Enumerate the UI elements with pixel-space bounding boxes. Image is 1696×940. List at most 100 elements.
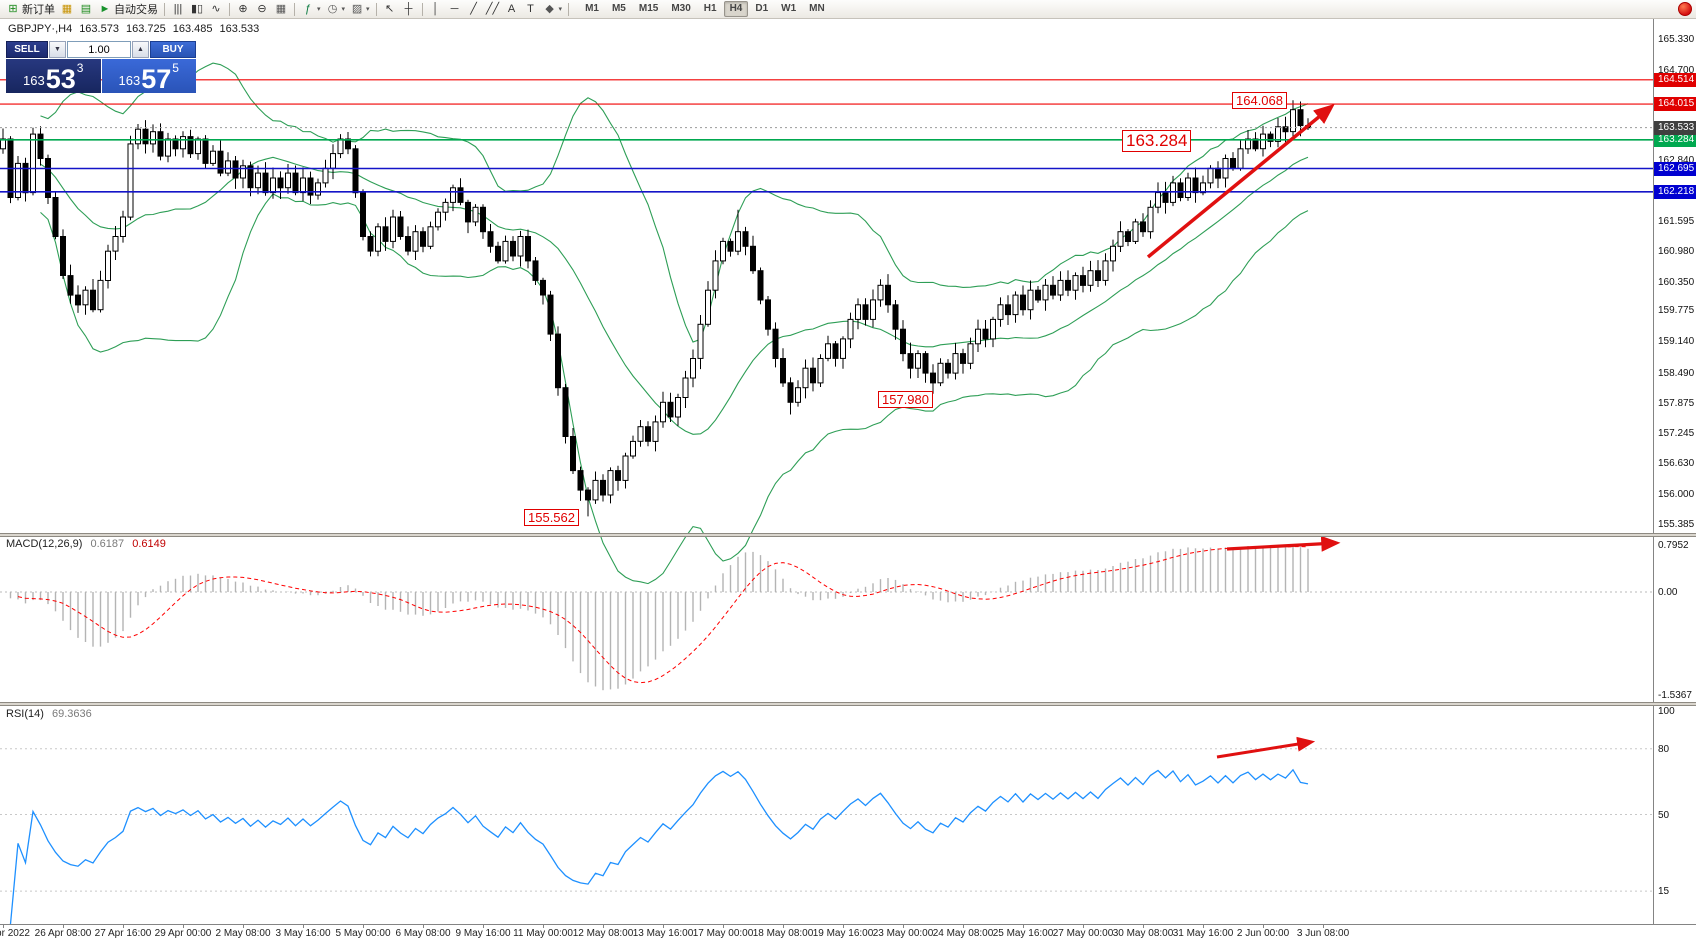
candlestick-chart-icon[interactable]: ▮▯ [188,1,206,18]
shapes-icon-glyph: ◆ [545,2,554,15]
time-label: 13 May 16:00 [632,928,694,939]
timeframe-mn[interactable]: MN [809,3,825,14]
bollinger-upper-band [40,62,1309,343]
time-tick [1263,925,1264,928]
dropdown-caret-icon: ▾ [366,6,370,13]
price-label: 156.630 [1658,458,1695,470]
chart-area[interactable] [0,19,1654,940]
profiles-icon[interactable]: ▤ [77,1,95,18]
dropdown-caret-icon: ▾ [341,6,346,13]
vertical-line-icon[interactable]: │ [427,1,445,18]
toolbar-separator [164,2,165,16]
charts-grid-icon-glyph: ▦ [61,2,73,15]
timeframe-h1[interactable]: H1 [703,3,717,14]
timeframe-d1[interactable]: D1 [755,3,769,14]
time-label: 24 May 08:00 [932,928,994,939]
time-tick [423,925,424,928]
cursor-icon[interactable]: ↖ [381,1,399,18]
price-annotation[interactable]: 157.980 [878,391,933,409]
time-tick [603,925,604,928]
time-label: 25 May 16:00 [992,928,1054,939]
macd-axis-label: 0.00 [1658,587,1678,598]
price-axis[interactable]: 165.330 164.700 162.840 161.595 160.980 160.3… [1653,19,1696,924]
buy-price-sup: 5 [172,61,179,75]
label-icon[interactable]: T [522,1,540,18]
crosshair-icon[interactable]: ┼ [400,1,418,18]
price-annotation[interactable]: 164.068 [1232,92,1287,110]
time-label: 26 Apr 08:00 [34,928,92,939]
time-label: 23 May 00:00 [872,928,934,939]
time-tick [903,925,904,928]
channel-icon-glyph: ╱╱ [485,2,500,15]
volume-up-icon[interactable]: ▲ [132,41,149,58]
time-tick [543,925,544,928]
timeframe-m5[interactable]: M5 [611,3,626,14]
panel-separator[interactable] [0,702,1696,706]
auto-trading-button[interactable]: ► 自动交易 [96,1,160,18]
rsi-value: 69.3636 [51,708,92,720]
timeframe-m30[interactable]: M30 [671,3,691,14]
buy-price[interactable]: 163 57 5 [101,59,196,95]
timeframe-m15[interactable]: M15 [638,3,659,14]
price-badge: 164.015 [1654,97,1696,112]
tile-windows-icon-glyph: ▦ [275,2,287,15]
time-tick [1323,925,1324,928]
volume-input[interactable]: 1.00 [67,41,131,58]
periods-icon-glyph: ◷ [327,2,338,15]
text-icon[interactable]: A [503,1,521,18]
horizontal-line-icon[interactable]: ─ [446,1,464,18]
sell-price[interactable]: 163 53 3 [6,59,101,93]
channel-icon[interactable]: ╱╱ [484,1,502,18]
price-badge: 163.284 [1654,132,1696,147]
time-tick [783,925,784,928]
indicators-icon[interactable]: ƒ ▾ [299,1,323,18]
toolbar-separator [229,2,230,16]
price-annotation[interactable]: 163.284 [1122,130,1192,153]
time-tick [1203,925,1204,928]
dropdown-caret-icon: ▾ [558,6,563,13]
panel-separator[interactable] [0,533,1696,537]
timeframe-m1[interactable]: M1 [585,3,599,14]
trend-arrow[interactable] [1216,736,1316,759]
time-tick [3,925,4,928]
periods-icon[interactable]: ◷ ▾ [324,1,348,18]
horizontal-line-icon-glyph: ─ [450,2,459,15]
time-label: 9 May 16:00 [455,928,511,939]
zoom-out-icon[interactable]: ⊖ [253,1,271,18]
trend-arrow[interactable] [1146,103,1335,259]
toolbar-separator [568,2,570,16]
bar-chart-icon[interactable]: ||| [169,1,187,18]
sell-price-sup: 3 [76,61,84,75]
zoom-in-icon[interactable]: ⊕ [234,1,252,18]
bollinger-lower-band [40,193,1309,585]
templates-icon[interactable]: ▨ ▾ [348,1,372,18]
buy-button[interactable]: BUY [150,41,196,58]
rsi-axis-label: 50 [1658,809,1670,821]
timeframe-w1[interactable]: W1 [781,3,797,14]
time-tick [303,925,304,928]
time-label: 18 May 08:00 [752,928,814,939]
volume-dropdown-icon[interactable]: ▼ [49,41,66,58]
time-label: 3 Jun 08:00 [1296,928,1350,939]
rsi-axis-label: 80 [1658,743,1670,755]
buy-price-big: 57 [141,64,172,95]
alert-icon[interactable] [1678,2,1692,16]
time-tick [63,925,64,928]
sell-price-big: 53 [45,64,76,95]
tile-windows-icon[interactable]: ▦ [272,1,290,18]
text-icon-glyph: A [507,2,516,15]
trendline-icon[interactable]: ╱ [465,1,483,18]
new-order-button[interactable]: ⊞ 新订单 [4,1,57,18]
line-chart-icon[interactable]: ∿ [207,1,225,18]
price-annotation[interactable]: 155.562 [524,509,579,527]
time-label: 31 May 16:00 [1172,928,1234,939]
timeframe-h4[interactable]: H4 [723,1,749,17]
macd-name: MACD(12,26,9) [6,538,83,550]
charts-grid-icon[interactable]: ▦ [58,1,76,18]
sell-button[interactable]: SELL [6,41,48,58]
shapes-icon[interactable]: ◆ ▾ [541,1,565,18]
label-icon-glyph: T [527,2,534,15]
trend-arrow[interactable] [1226,535,1341,552]
